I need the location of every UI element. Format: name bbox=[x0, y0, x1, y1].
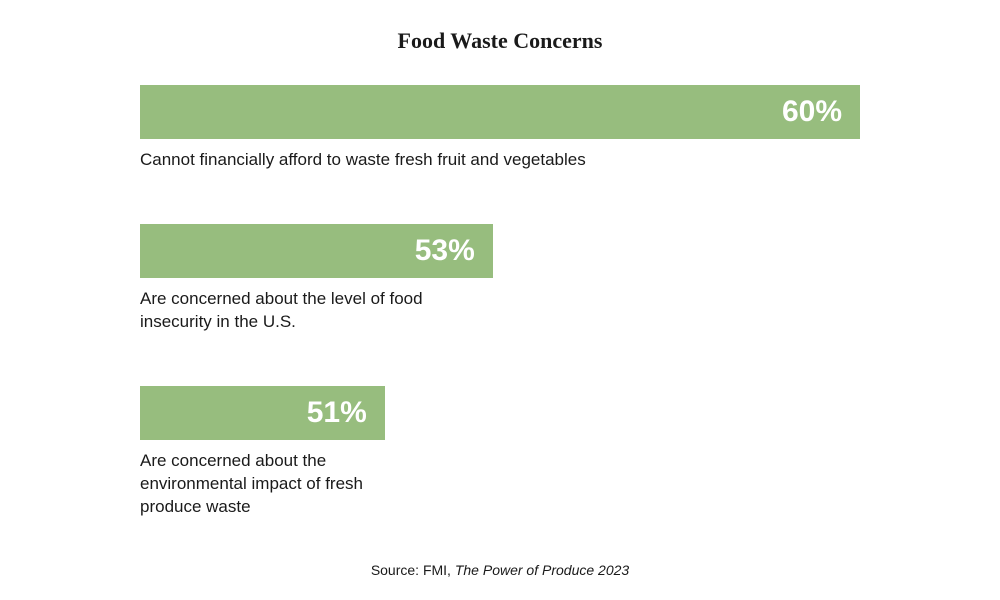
source-title: The Power of Produce 2023 bbox=[455, 562, 629, 578]
bar-row: 60% Cannot financially afford to waste fr… bbox=[140, 85, 860, 172]
bar: 60% bbox=[140, 85, 860, 139]
bar-label: Cannot financially afford to waste fresh… bbox=[140, 149, 860, 172]
chart-title: Food Waste Concerns bbox=[0, 0, 1000, 54]
bar: 51% bbox=[140, 386, 385, 440]
bar-label: Are concerned about the level of food in… bbox=[140, 288, 430, 334]
bar: 53% bbox=[140, 224, 493, 278]
source-prefix: Source: FMI, bbox=[371, 562, 455, 578]
bar-row: 51% Are concerned about the environmental… bbox=[140, 386, 860, 519]
bar-value: 51% bbox=[307, 396, 367, 430]
bar-row: 53% Are concerned about the level of food… bbox=[140, 224, 860, 334]
bar-value: 60% bbox=[782, 95, 842, 129]
source-attribution: Source: FMI, The Power of Produce 2023 bbox=[0, 562, 1000, 578]
bar-label: Are concerned about the environmental im… bbox=[140, 450, 380, 519]
bar-value: 53% bbox=[415, 234, 475, 268]
bars-area: 60% Cannot financially afford to waste fr… bbox=[140, 85, 860, 571]
chart-container: Food Waste Concerns 60% Cannot financiall… bbox=[0, 0, 1000, 600]
